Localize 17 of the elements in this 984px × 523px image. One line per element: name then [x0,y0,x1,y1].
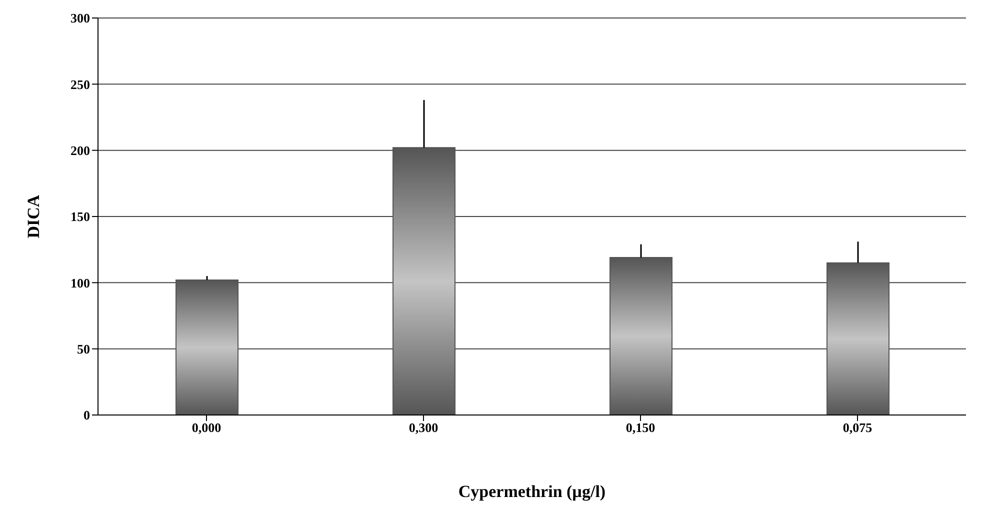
bar [610,257,672,415]
y-axis-title: DICA [24,194,44,238]
bar [392,147,456,415]
x-tick-label: 0,150 [626,420,656,436]
bar [176,280,238,415]
y-tick-label: 100 [70,275,90,290]
x-axis-title: Cypermethrin (µg/l) [458,482,606,502]
y-tick-label: 150 [70,209,90,224]
x-tick-label: 0,300 [408,420,438,436]
y-tick-label: 50 [77,341,90,356]
x-tick-label: 0,000 [192,420,222,436]
y-tick-label: 200 [70,142,90,158]
bar [826,262,890,415]
y-tick-label: 0 [84,408,90,423]
y-tick-label: 300 [70,10,90,26]
x-tick-label: 0,075 [842,420,873,436]
y-tick-label: 250 [70,76,90,92]
